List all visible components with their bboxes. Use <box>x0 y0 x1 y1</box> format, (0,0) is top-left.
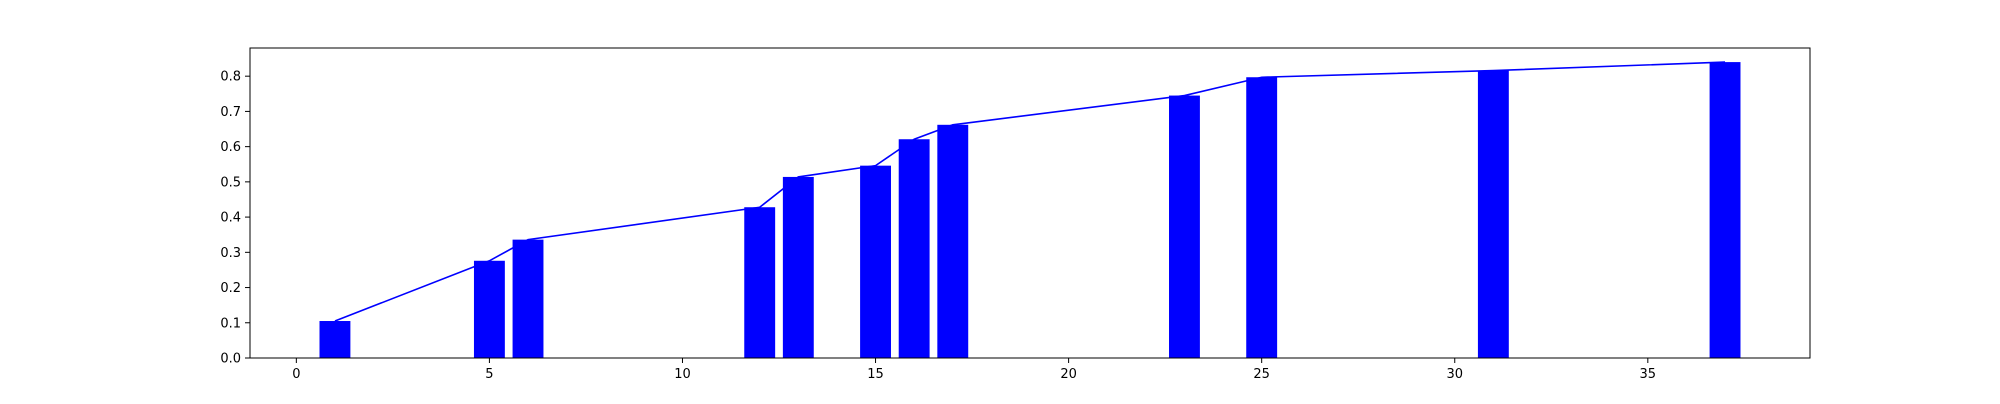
y-tick-label: 0.6 <box>220 140 241 155</box>
bar <box>473 260 505 358</box>
y-tick-label: 0.5 <box>220 175 241 190</box>
bar <box>1246 77 1278 359</box>
y-tick-label: 0.8 <box>220 70 241 85</box>
x-tick-label: 25 <box>1253 367 1270 382</box>
y-tick-label: 0.1 <box>220 316 241 331</box>
bar <box>1477 70 1509 359</box>
y-tick-label: 0.4 <box>220 211 241 226</box>
ticks-layer: 0 5 10 15 20 25 30 35 0.0 0.1 0.2 0.3 0.4 0.5 0.6 0.7 0.… <box>220 70 1656 382</box>
bar <box>319 321 351 358</box>
bar <box>937 124 969 358</box>
x-tick-label: 0 <box>292 367 300 382</box>
bar <box>860 165 891 358</box>
bar <box>1169 95 1200 358</box>
bar <box>1709 62 1741 359</box>
y-tick-label: 0.3 <box>220 246 241 261</box>
x-tick-label: 30 <box>1446 367 1463 382</box>
x-tick-label: 20 <box>1060 367 1077 382</box>
bar <box>898 139 930 358</box>
x-tick-label: 35 <box>1640 367 1657 382</box>
y-tick-label: 0.2 <box>220 281 241 296</box>
bar <box>744 207 776 358</box>
bar <box>512 239 544 358</box>
x-tick-label: 10 <box>674 367 691 382</box>
y-tick-label: 0.0 <box>220 352 241 367</box>
plot-frame <box>249 47 1811 359</box>
line-layer <box>334 61 1726 322</box>
y-tick-label: 0.7 <box>220 105 241 120</box>
axes-layer <box>249 47 1811 359</box>
x-tick-label: 5 <box>485 367 493 382</box>
bars-layer <box>319 62 1741 359</box>
x-tick-label: 15 <box>867 367 884 382</box>
bar <box>782 176 814 358</box>
series-line <box>334 61 1726 322</box>
